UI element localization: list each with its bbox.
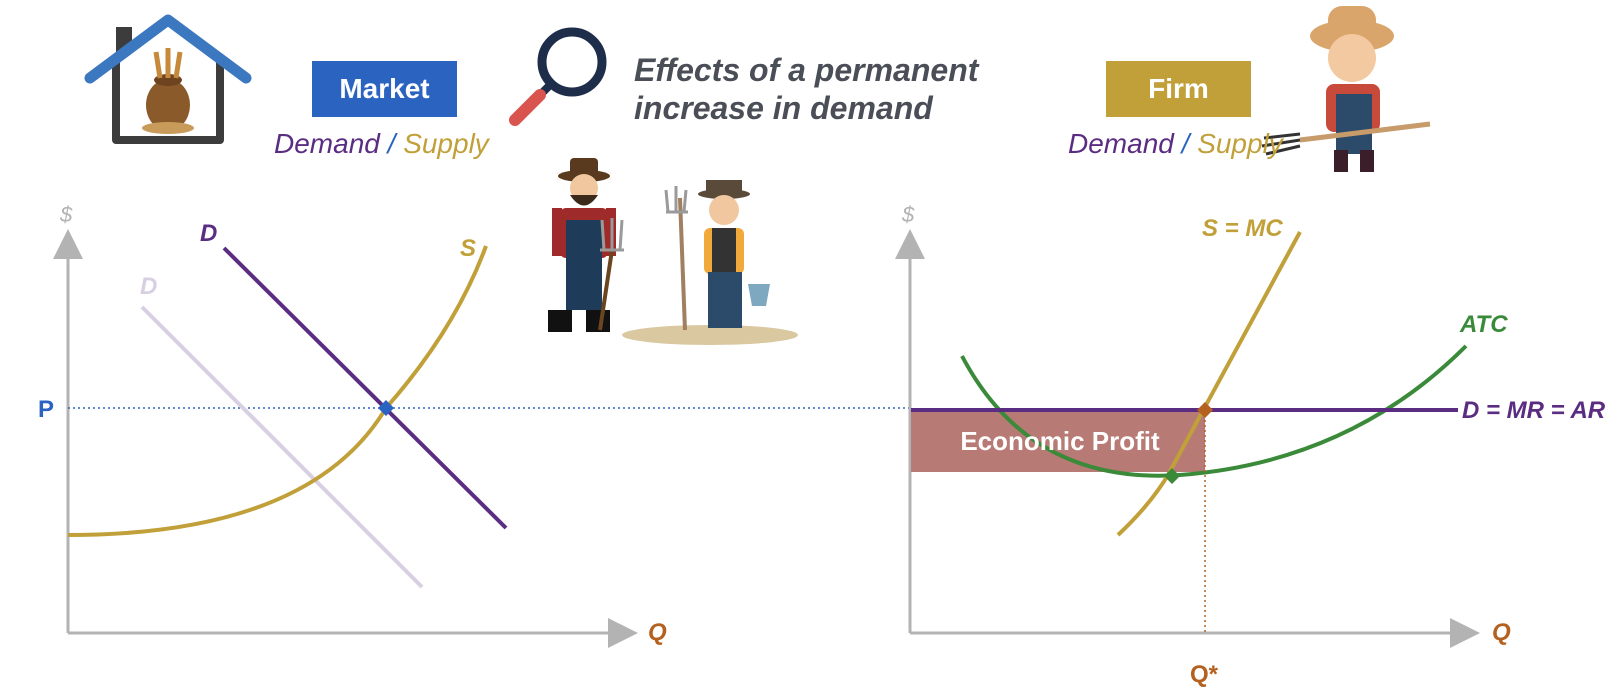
profit-max-point xyxy=(1197,402,1213,418)
demand-curve xyxy=(222,246,508,530)
quantity-label: Q* xyxy=(1190,661,1219,688)
market-demand-word: Demand xyxy=(274,128,380,159)
atc-min-point xyxy=(1164,468,1180,484)
mc-curve xyxy=(1116,231,1302,537)
demand-label: D xyxy=(200,220,217,247)
economic-profit-area xyxy=(911,410,1205,472)
mc-label: S = MC xyxy=(1202,215,1283,242)
market-slash: / xyxy=(387,128,396,159)
market-y-axis-label: $ xyxy=(59,202,73,227)
firm-demand-word: Demand xyxy=(1068,128,1174,159)
magnifying-glass-icon xyxy=(509,27,607,126)
old-demand-curve xyxy=(140,305,424,589)
firm-chart: $ Q ATC D = MR = AR S = MC Q* Economic P… xyxy=(895,202,1606,688)
firm-subtitle: Demand / Supply xyxy=(1068,128,1283,160)
title-line-1: Effects of a permanent xyxy=(634,52,979,88)
economic-profit-label: Economic Profit xyxy=(960,426,1160,456)
firm-badge: Firm xyxy=(1106,61,1251,117)
firm-supply-word: Supply xyxy=(1197,128,1283,159)
market-equilibrium-point xyxy=(378,400,394,416)
atc-curve xyxy=(960,344,1468,478)
supply-label: S xyxy=(460,235,476,262)
page-title: Effects of a permanent increase in deman… xyxy=(634,51,978,127)
house-with-grain-sack-icon xyxy=(84,14,252,144)
market-chart: $ Q P D D S xyxy=(38,202,910,648)
firm-slash: / xyxy=(1181,128,1190,159)
firm-demand-label: D = MR = AR xyxy=(1462,397,1606,424)
market-badge: Market xyxy=(312,61,457,117)
supply-curve xyxy=(67,245,488,537)
title-line-2: increase in demand xyxy=(634,90,933,126)
market-supply-word: Supply xyxy=(403,128,489,159)
firm-x-axis-label: Q xyxy=(1492,619,1511,646)
price-label: P xyxy=(38,396,54,423)
market-x-axis-label: Q xyxy=(648,619,667,646)
boy-farmer-with-pitchfork-illustration xyxy=(1261,6,1431,172)
two-farmers-illustration xyxy=(548,158,798,345)
atc-label: ATC xyxy=(1459,311,1508,338)
old-demand-label: D xyxy=(140,273,157,300)
market-subtitle: Demand / Supply xyxy=(274,128,489,160)
firm-y-axis-label: $ xyxy=(901,202,915,227)
